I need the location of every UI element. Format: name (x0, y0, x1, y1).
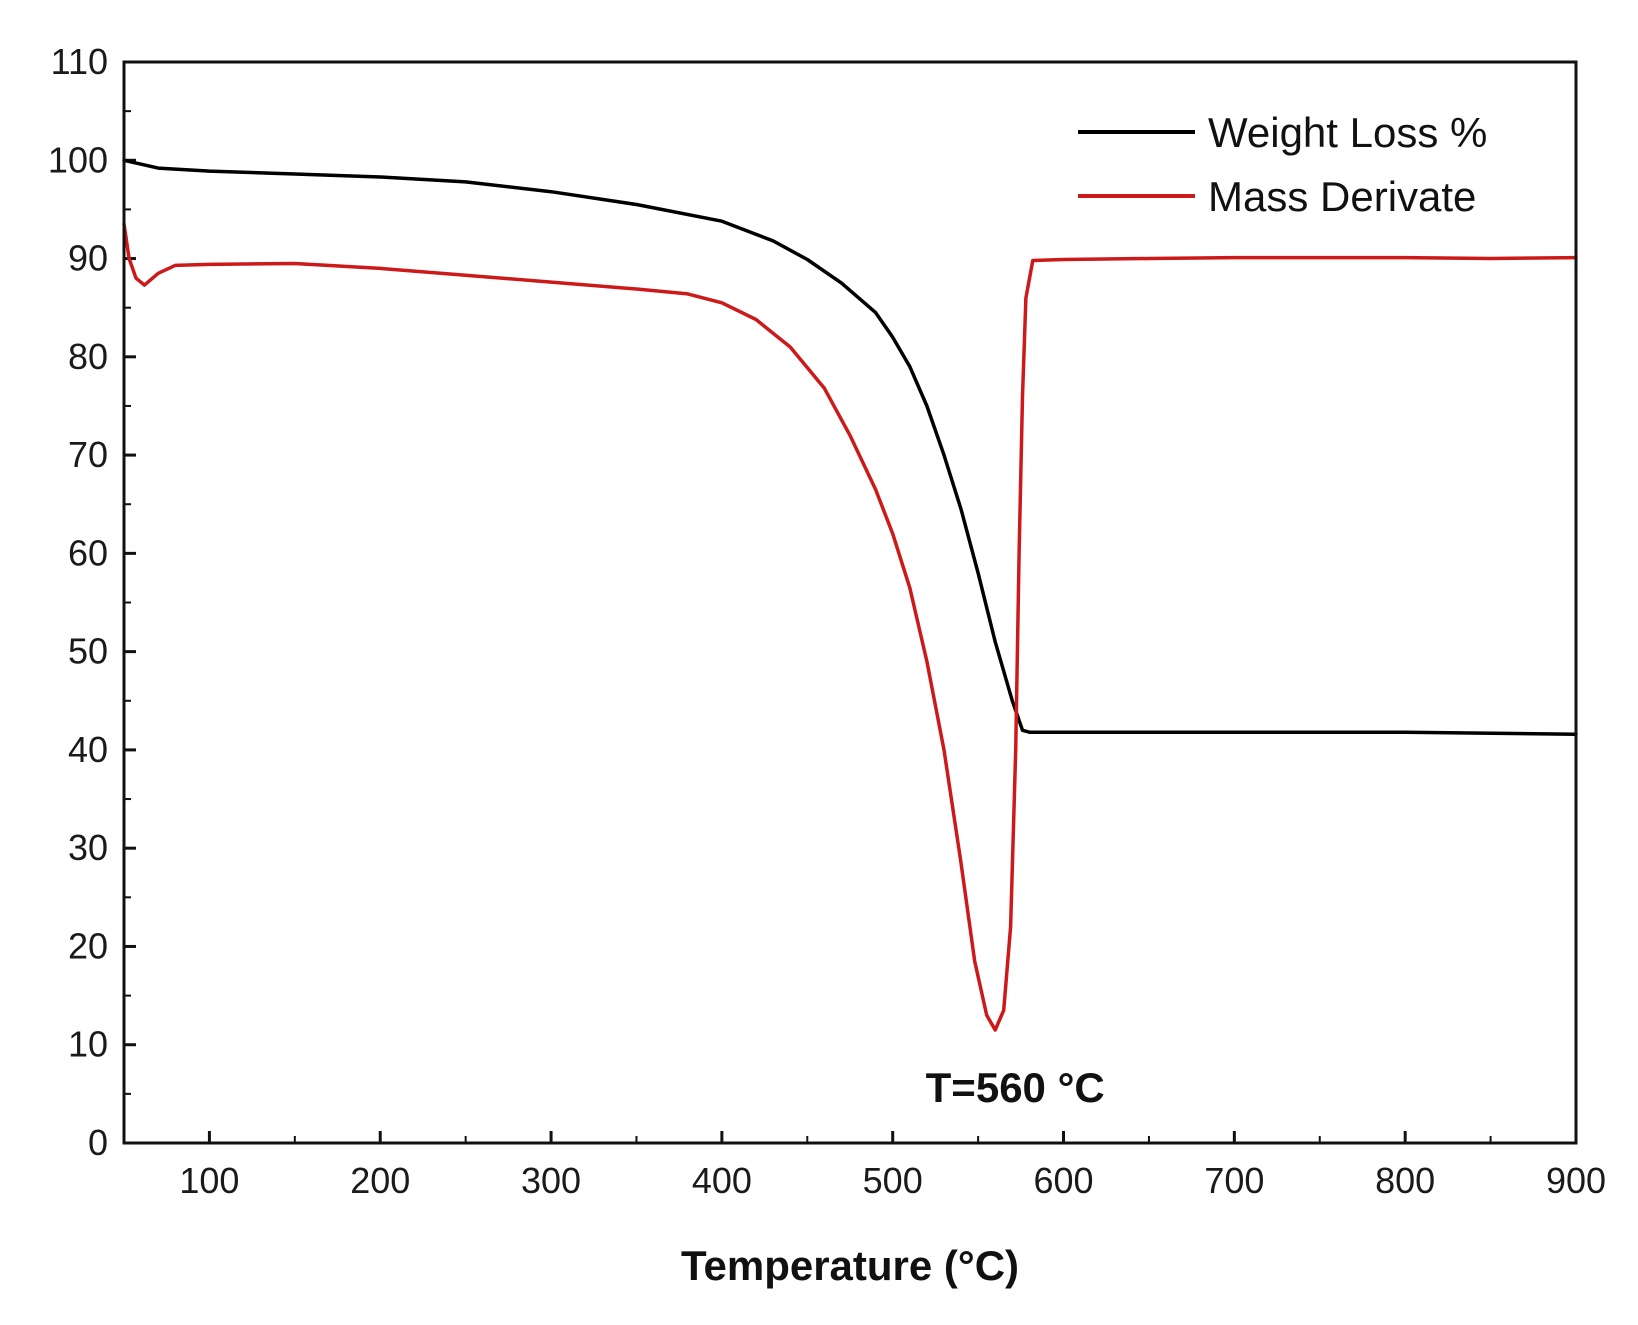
x-tick-label: 200 (350, 1160, 410, 1201)
weight-loss-line (122, 158, 1578, 736)
legend-label-mass-derivate: Mass Derivate (1208, 173, 1476, 220)
plot-frame (122, 60, 1578, 1145)
series-layer (122, 158, 1578, 1032)
y-tick-label: 80 (68, 336, 108, 377)
y-tick-label: 40 (68, 729, 108, 770)
y-tick-label: 70 (68, 434, 108, 475)
legend: Weight Loss % Mass Derivate (1078, 109, 1487, 220)
y-tick-label: 30 (68, 827, 108, 868)
y-tick-label: 0 (88, 1122, 108, 1163)
x-axis-title: Temperature (°C) (681, 1242, 1019, 1289)
legend-label-weight-loss: Weight Loss % (1208, 109, 1487, 156)
y-tick-label: 50 (68, 631, 108, 672)
y-tick-label: 110 (51, 41, 108, 82)
peak-temperature-annotation: T=560 °C (926, 1064, 1105, 1111)
x-tick-label: 700 (1204, 1160, 1264, 1201)
x-tick-label: 400 (692, 1160, 752, 1201)
x-tick-label: 100 (179, 1160, 239, 1201)
y-axis-ticks: 0 10 20 30 40 50 60 70 80 90 100 110 (48, 41, 136, 1163)
y-tick-label: 100 (48, 139, 108, 180)
y-tick-label: 10 (68, 1024, 108, 1065)
y-tick-label: 90 (68, 238, 108, 279)
x-tick-label: 300 (521, 1160, 581, 1201)
y-tick-label: 20 (68, 925, 108, 966)
x-tick-label: 800 (1375, 1160, 1435, 1201)
mass-derivate-line (122, 222, 1578, 1032)
x-tick-label: 500 (863, 1160, 923, 1201)
x-axis-ticks: 100 200 300 400 500 600 700 800 900 (179, 1131, 1606, 1201)
x-tick-label: 600 (1033, 1160, 1093, 1201)
y-tick-label: 60 (68, 532, 108, 573)
x-tick-label: 900 (1546, 1160, 1606, 1201)
